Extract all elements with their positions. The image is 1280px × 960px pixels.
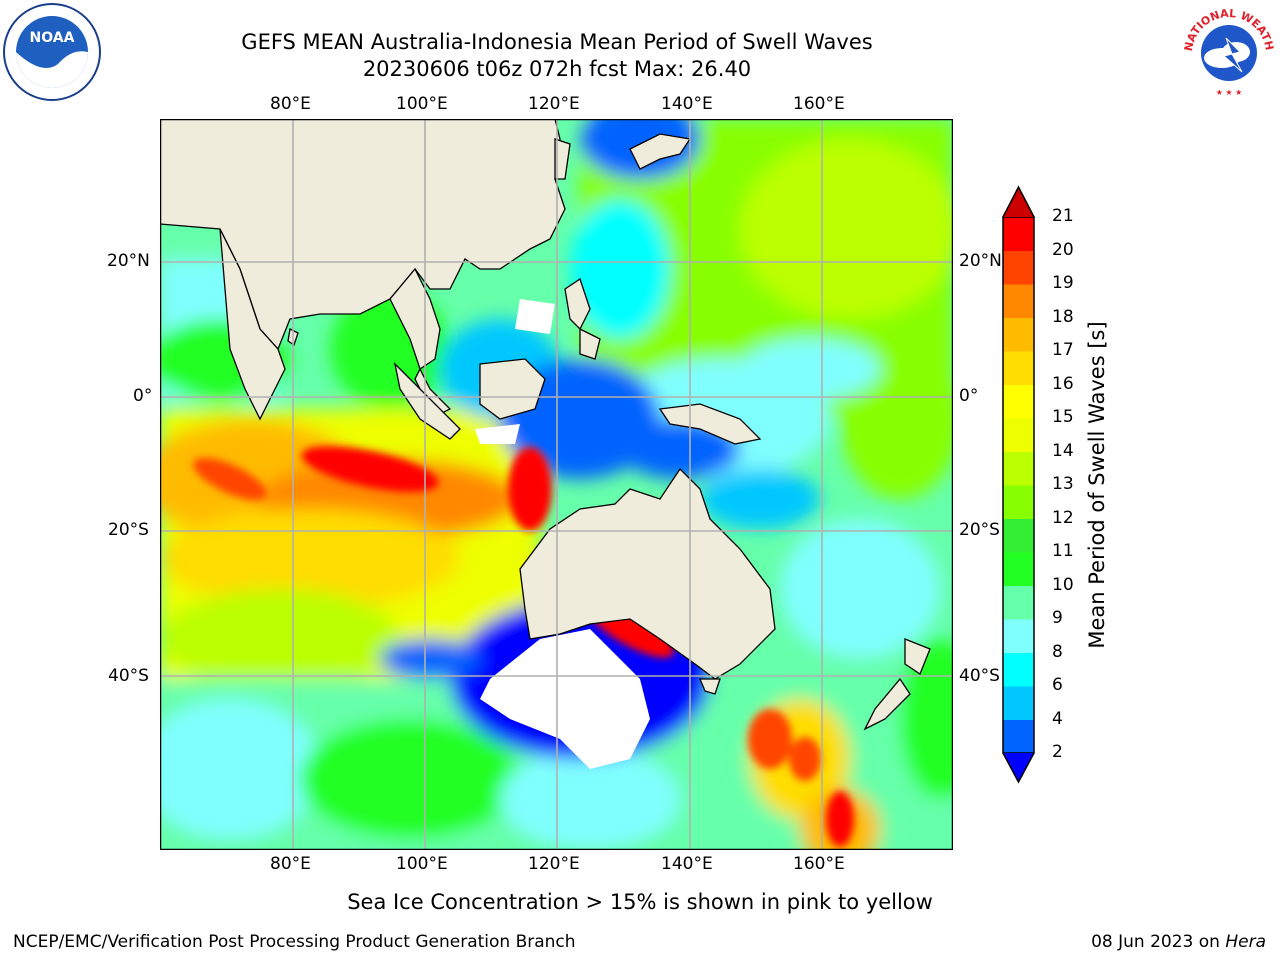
lon-tick-bottom-120e: 120°E bbox=[528, 854, 580, 874]
colorbar bbox=[1002, 185, 1035, 784]
lon-tick-top-80e: 80°E bbox=[270, 94, 311, 114]
colorbar-segment bbox=[1003, 451, 1034, 486]
colorbar-segment bbox=[1003, 585, 1034, 620]
colorbar-segment bbox=[1003, 384, 1034, 419]
lon-tick-top-140e: 140°E bbox=[661, 94, 713, 114]
noaa-logo-text: NOAA bbox=[30, 30, 75, 46]
colorbar-segment bbox=[1003, 418, 1034, 452]
colorbar-segments bbox=[1003, 217, 1034, 754]
colorbar-min-arrow bbox=[1002, 752, 1035, 784]
footer-credit: NCEP/EMC/Verification Post Processing Pr… bbox=[13, 932, 576, 952]
map-gridlines bbox=[160, 119, 953, 850]
lat-tick-right-20s: 20°S bbox=[959, 520, 1000, 540]
lat-tick-right-40s: 40°S bbox=[959, 666, 1000, 686]
colorbar-segment bbox=[1003, 518, 1034, 553]
land-masses bbox=[160, 119, 931, 731]
colorbar-max-arrow bbox=[1002, 185, 1035, 218]
noaa-logo: NOAA bbox=[3, 3, 101, 101]
svg-text:★ ★ ★: ★ ★ ★ bbox=[1216, 88, 1243, 97]
footer-date: 08 Jun 2023 on Hera bbox=[1091, 932, 1266, 952]
colorbar-tick-label: 13 bbox=[1052, 474, 1074, 494]
colorbar-tick-label: 16 bbox=[1052, 373, 1074, 394]
nws-logo: NATIONAL WEATHER SERVICE ★ ★ ★ bbox=[1180, 2, 1277, 99]
colorbar-tick-label: 4 bbox=[1052, 708, 1063, 729]
map-panel bbox=[159, 118, 954, 851]
colorbar-segment bbox=[1003, 485, 1034, 519]
colorbar-tick-label: 8 bbox=[1052, 641, 1063, 662]
map-subtitle: 20230606 t06z 072h fcst Max: 26.40 bbox=[362, 57, 752, 81]
colorbar-segment bbox=[1003, 250, 1034, 285]
lat-tick-left-40s: 40°S bbox=[108, 666, 149, 686]
footer-host: Hera bbox=[1225, 932, 1266, 952]
lon-tick-bottom-160e: 160°E bbox=[793, 854, 845, 874]
colorbar-tick-label: 14 bbox=[1052, 440, 1074, 461]
colorbar-tick-label: 19 bbox=[1052, 273, 1074, 293]
lon-tick-bottom-80e: 80°E bbox=[270, 854, 311, 874]
colorbar-tick-label: 17 bbox=[1052, 340, 1074, 360]
colorbar-tick-label: 18 bbox=[1052, 306, 1074, 327]
colorbar-segment bbox=[1003, 619, 1034, 653]
lat-tick-left-20n: 20°N bbox=[107, 251, 150, 271]
colorbar-tick-label: 15 bbox=[1052, 407, 1074, 427]
lon-tick-top-160e: 160°E bbox=[793, 94, 845, 114]
lat-tick-left-20s: 20°S bbox=[108, 520, 149, 540]
lat-tick-left-0: 0° bbox=[133, 386, 153, 406]
colorbar-title: Mean Period of Swell Waves [s] bbox=[1085, 321, 1109, 649]
swell-period-map bbox=[159, 118, 954, 851]
colorbar-tick-label: 9 bbox=[1052, 608, 1063, 628]
lon-tick-bottom-100e: 100°E bbox=[396, 854, 448, 874]
colorbar-tick-label: 6 bbox=[1052, 675, 1063, 695]
map-title: GEFS MEAN Australia-Indonesia Mean Perio… bbox=[241, 30, 873, 54]
colorbar-segment bbox=[1003, 317, 1034, 352]
colorbar-segment bbox=[1003, 552, 1034, 586]
colorbar-segment bbox=[1003, 719, 1034, 754]
colorbar-tick-label: 10 bbox=[1052, 574, 1074, 595]
sea-ice-caption: Sea Ice Concentration > 15% is shown in … bbox=[347, 890, 933, 914]
lat-tick-right-20n: 20°N bbox=[959, 251, 1002, 271]
colorbar-segment bbox=[1003, 217, 1034, 251]
colorbar-tick-label: 21 bbox=[1052, 206, 1074, 226]
colorbar-segment bbox=[1003, 284, 1034, 318]
lon-tick-top-120e: 120°E bbox=[528, 94, 580, 114]
colorbar-tick-label: 20 bbox=[1052, 239, 1074, 260]
footer-date-text: 08 Jun 2023 on bbox=[1091, 932, 1226, 952]
colorbar-tick-label: 11 bbox=[1052, 541, 1074, 561]
lon-tick-bottom-140e: 140°E bbox=[661, 854, 713, 874]
colorbar-tick-label: 12 bbox=[1052, 507, 1074, 528]
colorbar-segment bbox=[1003, 686, 1034, 720]
lon-tick-top-100e: 100°E bbox=[396, 94, 448, 114]
colorbar-segment bbox=[1003, 652, 1034, 687]
lat-tick-right-0: 0° bbox=[959, 386, 979, 406]
colorbar-segment bbox=[1003, 351, 1034, 385]
colorbar-tick-label: 2 bbox=[1052, 742, 1063, 762]
